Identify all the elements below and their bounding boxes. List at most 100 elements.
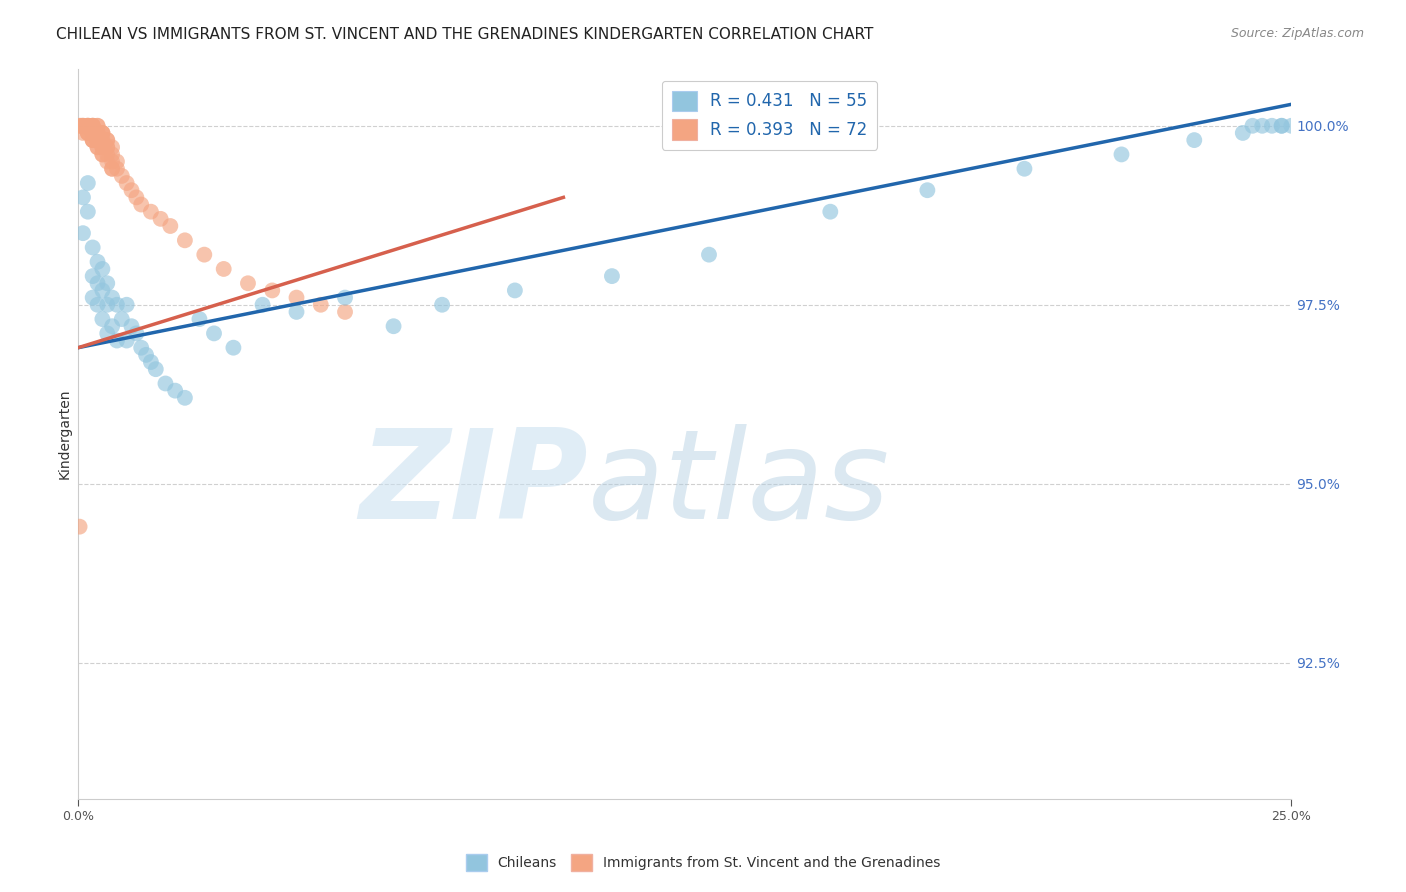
Point <box>101 154 124 169</box>
Point <box>72 126 94 140</box>
Point <box>917 183 939 197</box>
Point <box>82 126 104 140</box>
Text: CHILEAN VS IMMIGRANTS FROM ST. VINCENT AND THE GRENADINES KINDERGARTEN CORRELATI: CHILEAN VS IMMIGRANTS FROM ST. VINCENT A… <box>56 27 873 42</box>
Point <box>115 334 138 348</box>
Point <box>76 119 98 133</box>
Point <box>139 204 162 219</box>
Point <box>86 133 108 147</box>
Point <box>69 519 91 533</box>
Point <box>82 119 104 133</box>
Point <box>82 119 104 133</box>
Point <box>121 183 143 197</box>
Point <box>82 119 104 133</box>
Point <box>105 298 128 312</box>
Point <box>139 355 162 369</box>
Point <box>76 119 98 133</box>
Point <box>1111 147 1133 161</box>
Point <box>333 291 356 305</box>
Point <box>91 140 114 154</box>
Point <box>72 119 94 133</box>
Point <box>86 126 108 140</box>
Point <box>96 133 118 147</box>
Point <box>1241 119 1264 133</box>
Point <box>125 190 148 204</box>
Point <box>82 133 104 147</box>
Point <box>600 269 623 284</box>
Point <box>86 133 108 147</box>
Point <box>82 126 104 140</box>
Point <box>111 169 134 183</box>
Point <box>82 133 104 147</box>
Point <box>1232 126 1254 140</box>
Point <box>96 133 118 147</box>
Point <box>285 305 308 319</box>
Point <box>101 291 124 305</box>
Point <box>86 133 108 147</box>
Point <box>82 126 104 140</box>
Point <box>82 240 104 254</box>
Point <box>236 277 259 291</box>
Point <box>101 147 124 161</box>
Point <box>1271 119 1294 133</box>
Point <box>86 254 108 268</box>
Point <box>382 319 405 334</box>
Point <box>1271 119 1294 133</box>
Text: ZIP: ZIP <box>359 425 588 545</box>
Legend: Chileans, Immigrants from St. Vincent and the Grenadines: Chileans, Immigrants from St. Vincent an… <box>460 848 946 876</box>
Point <box>173 233 195 247</box>
Point <box>697 247 720 261</box>
Legend: R = 0.431   N = 55, R = 0.393   N = 72: R = 0.431 N = 55, R = 0.393 N = 72 <box>662 80 877 150</box>
Point <box>1182 133 1205 147</box>
Point <box>76 119 98 133</box>
Point <box>262 284 284 298</box>
Point <box>1279 119 1302 133</box>
Point <box>76 204 98 219</box>
Point <box>86 126 108 140</box>
Point <box>820 204 842 219</box>
Point <box>86 126 108 140</box>
Point <box>129 197 152 211</box>
Point <box>252 298 274 312</box>
Point <box>96 298 118 312</box>
Point <box>82 269 104 284</box>
Point <box>82 291 104 305</box>
Point <box>145 362 167 376</box>
Point <box>165 384 187 398</box>
Point <box>135 348 157 362</box>
Point <box>115 298 138 312</box>
Point <box>101 140 124 154</box>
Point <box>76 176 98 190</box>
Point <box>129 341 152 355</box>
Point <box>222 341 245 355</box>
Point <box>86 119 108 133</box>
Point <box>105 154 128 169</box>
Point <box>91 262 114 277</box>
Point <box>309 298 332 312</box>
Point <box>86 277 108 291</box>
Point <box>86 298 108 312</box>
Point <box>91 126 114 140</box>
Point <box>101 161 124 176</box>
Point <box>76 126 98 140</box>
Point <box>96 326 118 341</box>
Point <box>72 119 94 133</box>
Point <box>72 190 94 204</box>
Point <box>91 133 114 147</box>
Point <box>72 226 94 240</box>
Point <box>212 262 235 277</box>
Point <box>91 126 114 140</box>
Point <box>96 140 118 154</box>
Point <box>82 133 104 147</box>
Point <box>91 140 114 154</box>
Y-axis label: Kindergarten: Kindergarten <box>58 388 72 479</box>
Point <box>155 376 177 391</box>
Point <box>91 312 114 326</box>
Point <box>91 126 114 140</box>
Point <box>105 161 128 176</box>
Point <box>1251 119 1274 133</box>
Point <box>86 140 108 154</box>
Text: Source: ZipAtlas.com: Source: ZipAtlas.com <box>1230 27 1364 40</box>
Point <box>430 298 453 312</box>
Point <box>333 305 356 319</box>
Point <box>86 140 108 154</box>
